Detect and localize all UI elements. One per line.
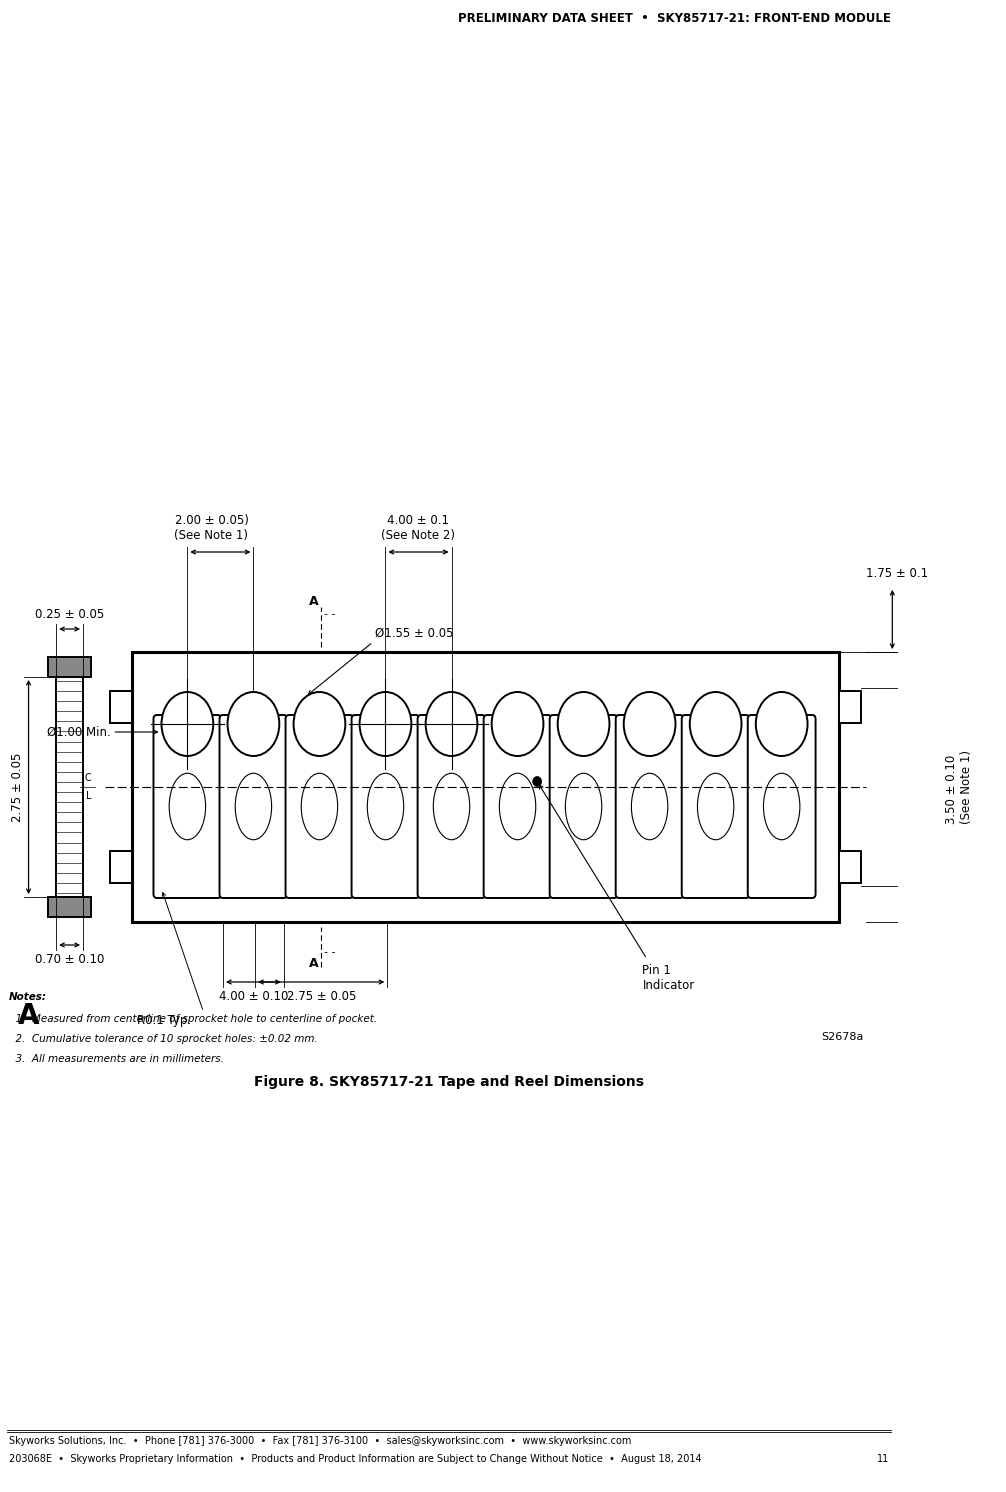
Polygon shape <box>839 850 861 883</box>
Text: Notes:: Notes: <box>9 992 47 1003</box>
FancyBboxPatch shape <box>747 715 816 898</box>
FancyBboxPatch shape <box>154 715 221 898</box>
FancyBboxPatch shape <box>219 715 288 898</box>
FancyBboxPatch shape <box>616 715 683 898</box>
FancyBboxPatch shape <box>286 715 353 898</box>
Ellipse shape <box>227 692 280 756</box>
Polygon shape <box>110 691 132 724</box>
Circle shape <box>533 776 541 786</box>
Ellipse shape <box>756 692 808 756</box>
FancyBboxPatch shape <box>484 715 551 898</box>
Text: A: A <box>309 595 319 609</box>
Ellipse shape <box>359 692 411 756</box>
Ellipse shape <box>235 773 272 840</box>
Ellipse shape <box>162 692 213 756</box>
Ellipse shape <box>697 773 733 840</box>
Text: - -: - - <box>324 609 335 619</box>
Ellipse shape <box>434 773 470 840</box>
Text: 2.75 ± 0.05: 2.75 ± 0.05 <box>11 752 24 822</box>
Ellipse shape <box>499 773 536 840</box>
Text: 4.00 ± 0.10: 4.00 ± 0.10 <box>218 991 288 1003</box>
Ellipse shape <box>169 773 205 840</box>
Ellipse shape <box>690 692 741 756</box>
FancyBboxPatch shape <box>682 715 749 898</box>
Polygon shape <box>132 652 839 922</box>
Text: 1.  Measured from centerline of sprocket hole to centerline of pocket.: 1. Measured from centerline of sprocket … <box>9 1015 377 1024</box>
Text: 2.  Cumulative tolerance of 10 sprocket holes: ±0.02 mm.: 2. Cumulative tolerance of 10 sprocket h… <box>9 1034 318 1044</box>
Ellipse shape <box>632 773 668 840</box>
Ellipse shape <box>294 692 345 756</box>
Ellipse shape <box>764 773 800 840</box>
Text: 4.00 ± 0.1
(See Note 2): 4.00 ± 0.1 (See Note 2) <box>381 515 456 542</box>
Text: 203068E  •  Skyworks Proprietary Information  •  Products and Product Informatio: 203068E • Skyworks Proprietary Informati… <box>9 1455 701 1464</box>
Text: S2678a: S2678a <box>821 1032 863 1041</box>
Text: 11: 11 <box>876 1455 888 1464</box>
Text: 0.70 ± 0.10: 0.70 ± 0.10 <box>35 953 105 965</box>
Polygon shape <box>839 691 861 724</box>
Text: Skyworks Solutions, Inc.  •  Phone [781] 376-3000  •  Fax [781] 376-3100  •  sal: Skyworks Solutions, Inc. • Phone [781] 3… <box>9 1435 632 1446</box>
Bar <box>48 656 91 677</box>
Text: Pin 1
Indicator: Pin 1 Indicator <box>643 964 695 992</box>
Polygon shape <box>110 850 132 883</box>
Text: PRELIMINARY DATA SHEET  •  SKY85717-21: FRONT-END MODULE: PRELIMINARY DATA SHEET • SKY85717-21: FR… <box>458 12 890 25</box>
Text: - -: - - <box>324 947 335 956</box>
FancyBboxPatch shape <box>549 715 618 898</box>
Ellipse shape <box>301 773 338 840</box>
FancyBboxPatch shape <box>417 715 486 898</box>
Text: Ø1.55 ± 0.05: Ø1.55 ± 0.05 <box>375 627 454 640</box>
FancyBboxPatch shape <box>351 715 420 898</box>
Text: 1.75 ± 0.1: 1.75 ± 0.1 <box>865 567 928 580</box>
Text: 3.  All measurements are in millimeters.: 3. All measurements are in millimeters. <box>9 1053 223 1064</box>
Bar <box>48 897 91 918</box>
Text: L: L <box>86 791 92 801</box>
Text: 2.75 ± 0.05: 2.75 ± 0.05 <box>287 991 356 1003</box>
Ellipse shape <box>624 692 675 756</box>
Ellipse shape <box>367 773 403 840</box>
Text: Ø1.00 Min.: Ø1.00 Min. <box>47 725 111 739</box>
Text: A: A <box>18 1003 39 1029</box>
Text: 3.50 ± 0.10
(See Note 1): 3.50 ± 0.10 (See Note 1) <box>945 750 973 824</box>
Text: C: C <box>85 773 91 783</box>
Bar <box>56 677 82 897</box>
Ellipse shape <box>492 692 543 756</box>
Ellipse shape <box>426 692 478 756</box>
Text: 0.25 ± 0.05: 0.25 ± 0.05 <box>35 609 105 621</box>
Ellipse shape <box>565 773 602 840</box>
Text: 2.00 ± 0.05)
(See Note 1): 2.00 ± 0.05) (See Note 1) <box>174 515 248 542</box>
Ellipse shape <box>557 692 610 756</box>
Text: A: A <box>309 956 319 970</box>
Text: Figure 8. SKY85717-21 Tape and Reel Dimensions: Figure 8. SKY85717-21 Tape and Reel Dime… <box>254 1076 644 1089</box>
Text: R0.1 Typ.: R0.1 Typ. <box>137 1015 191 1026</box>
